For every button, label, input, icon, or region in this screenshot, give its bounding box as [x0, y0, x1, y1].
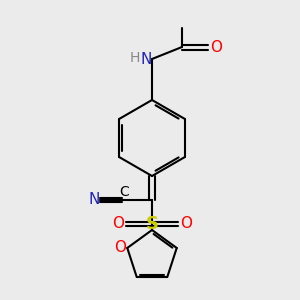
Text: C: C [119, 185, 129, 199]
Text: H: H [130, 51, 140, 65]
Text: S: S [146, 215, 158, 233]
Text: O: O [114, 241, 126, 256]
Text: O: O [112, 217, 124, 232]
Text: O: O [210, 40, 222, 55]
Text: N: N [88, 191, 100, 206]
Text: O: O [180, 217, 192, 232]
Text: N: N [140, 52, 152, 67]
